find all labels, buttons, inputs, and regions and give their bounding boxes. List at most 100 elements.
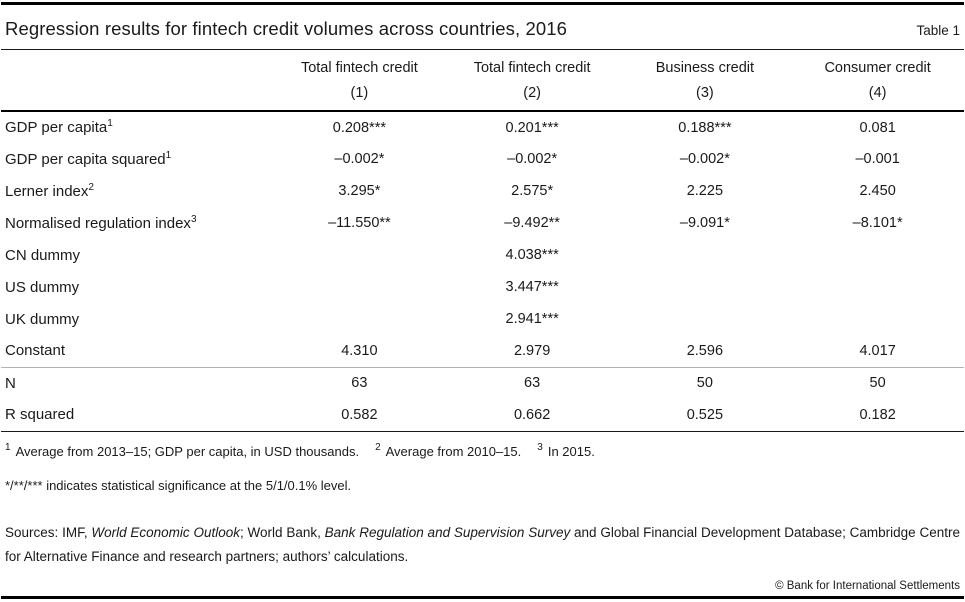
column-header-number: (2)	[523, 85, 541, 101]
footnote-number: 2	[375, 442, 381, 454]
cell-value: 2.941***	[505, 311, 559, 327]
page-title: Regression results for fintech credit vo…	[5, 18, 568, 39]
cell-value	[273, 303, 446, 335]
footnote-item: 1 Average from 2013–15; GDP per capita, i…	[5, 442, 360, 459]
table-row: GDP per capita squared1 –0.002* –0.002* –0.…	[1, 143, 964, 175]
footnote-ref: 2	[88, 181, 94, 193]
cell-value: –0.002*	[334, 151, 385, 167]
row-label: R squared	[5, 406, 75, 424]
cell-value: 4.310	[341, 342, 378, 359]
row-label-header-spacer	[1, 50, 273, 80]
table-row: UK dummy 2.941***	[1, 303, 964, 335]
copyright-notice: © Bank for International Settlements	[775, 580, 960, 592]
cell-value: 0.081	[859, 119, 896, 136]
cell-value	[619, 303, 792, 335]
row-label: CN dummy	[5, 246, 81, 264]
cell-value: –8.101*	[852, 215, 903, 231]
source-text: ; World Bank,	[240, 525, 325, 540]
regression-table: Total fintech credit Total fintech credit…	[1, 50, 964, 432]
table-header: Total fintech credit Total fintech credit…	[1, 50, 964, 111]
cell-value: 0.182	[859, 406, 896, 423]
cell-value: –11.550**	[328, 215, 391, 231]
cell-value: 0.525	[686, 406, 724, 423]
footnote-text: Average from 2013–15; GDP per capita, in…	[15, 443, 360, 459]
cell-value: 63	[351, 375, 368, 392]
cell-value: 0.188***	[678, 119, 732, 136]
source-title-italic: World Economic Outlook	[91, 525, 240, 540]
table-row: CN dummy 4.038***	[1, 239, 964, 271]
source-title-italic: Bank Regulation and Supervision Survey	[324, 525, 571, 540]
cell-value	[619, 271, 792, 303]
source-text: and Global Financial Development Databas…	[5, 525, 960, 564]
cell-value: 0.662	[513, 406, 551, 423]
column-header-name: Total fintech credit	[473, 60, 591, 76]
footnote-ref: 1	[165, 149, 172, 161]
column-numbers-row: (1) (2) (3) (4)	[1, 80, 964, 111]
cell-value: 0.201***	[505, 119, 559, 136]
cell-value: 4.038***	[505, 247, 559, 263]
footnote-text: In 2015.	[547, 443, 595, 459]
table-row: GDP per capita1 0.208*** 0.201*** 0.188*** 0…	[1, 111, 964, 143]
cell-value: –0.002*	[679, 151, 730, 167]
significance-note: */**/*** indicates statistical significa…	[5, 477, 352, 493]
cell-value	[791, 303, 964, 335]
row-label-header-spacer	[1, 80, 273, 111]
cell-value: 2.596	[686, 342, 724, 359]
table-number-label: Table 1	[916, 23, 960, 38]
cell-value: 0.582	[341, 406, 378, 423]
table-row: Normalised regulation index3 –11.550** –9.…	[1, 207, 964, 239]
coefficient-rows: GDP per capita1 0.208*** 0.201*** 0.188*** 0…	[1, 111, 964, 367]
column-names-row: Total fintech credit Total fintech credit…	[1, 50, 964, 80]
cell-value	[273, 271, 446, 303]
cell-value: 0.208***	[332, 119, 386, 136]
column-header-name: Business credit	[655, 60, 755, 76]
cell-value: 50	[696, 375, 713, 392]
row-label: UK dummy	[5, 310, 80, 328]
top-rule-bar	[1, 2, 964, 5]
column-header-name: Total fintech credit	[300, 60, 418, 76]
footnote-number: 3	[537, 442, 543, 454]
footnote-ref: 1	[107, 118, 113, 129]
cell-value: 50	[869, 375, 886, 392]
cell-value	[791, 239, 964, 271]
column-header-number: (3)	[696, 85, 714, 101]
cell-value: 2.575*	[511, 183, 554, 199]
cell-value: –0.002*	[507, 151, 558, 167]
cell-value: –9.091*	[679, 215, 730, 231]
cell-value: 3.295*	[338, 183, 381, 199]
column-header-number: (1)	[350, 85, 369, 101]
table-row: R squared 0.582 0.662 0.525 0.182	[1, 399, 964, 431]
cell-value	[273, 239, 446, 271]
column-header-name: Consumer credit	[824, 60, 931, 76]
footnote-item: 2 Average from 2010–15.	[375, 442, 522, 459]
table-row: Lerner index2 3.295* 2.575* 2.225 2.450	[1, 175, 964, 207]
footnote-markers-line: 1 Average from 2013–15; GDP per capita, i…	[1, 432, 964, 459]
footnote-text: Average from 2010–15.	[385, 443, 522, 459]
cell-value: 63	[524, 375, 541, 392]
row-label: Constant	[5, 342, 66, 360]
table-row: N 63 63 50 50	[1, 367, 964, 399]
row-label: Lerner index2	[5, 181, 94, 200]
row-label: GDP per capita1	[5, 118, 113, 137]
sources-paragraph: Sources: IMF, World Economic Outlook; Wo…	[1, 506, 964, 569]
column-header-number: (4)	[868, 85, 887, 101]
row-label: N	[5, 374, 16, 392]
cell-value: –0.001	[855, 151, 900, 167]
footnote-item: 3 In 2015.	[537, 442, 595, 459]
cell-value	[791, 271, 964, 303]
bottom-rule-bar	[1, 596, 964, 599]
cell-value	[619, 239, 792, 271]
cell-value: 4.017	[859, 342, 896, 359]
source-text: Sources: IMF,	[5, 525, 92, 540]
cell-value: 2.225	[686, 183, 724, 199]
cell-value: –9.492**	[504, 215, 560, 231]
table-row: US dummy 3.447***	[1, 271, 964, 303]
cell-value: 2.450	[859, 183, 896, 199]
title-row: Regression results for fintech credit vo…	[1, 5, 964, 49]
table-row: Constant 4.310 2.979 2.596 4.017	[1, 335, 964, 367]
footnote-ref: 3	[190, 213, 197, 225]
cell-value: 3.447***	[505, 279, 559, 295]
footnote-number: 1	[5, 442, 11, 454]
cell-value: 2.979	[513, 342, 551, 359]
